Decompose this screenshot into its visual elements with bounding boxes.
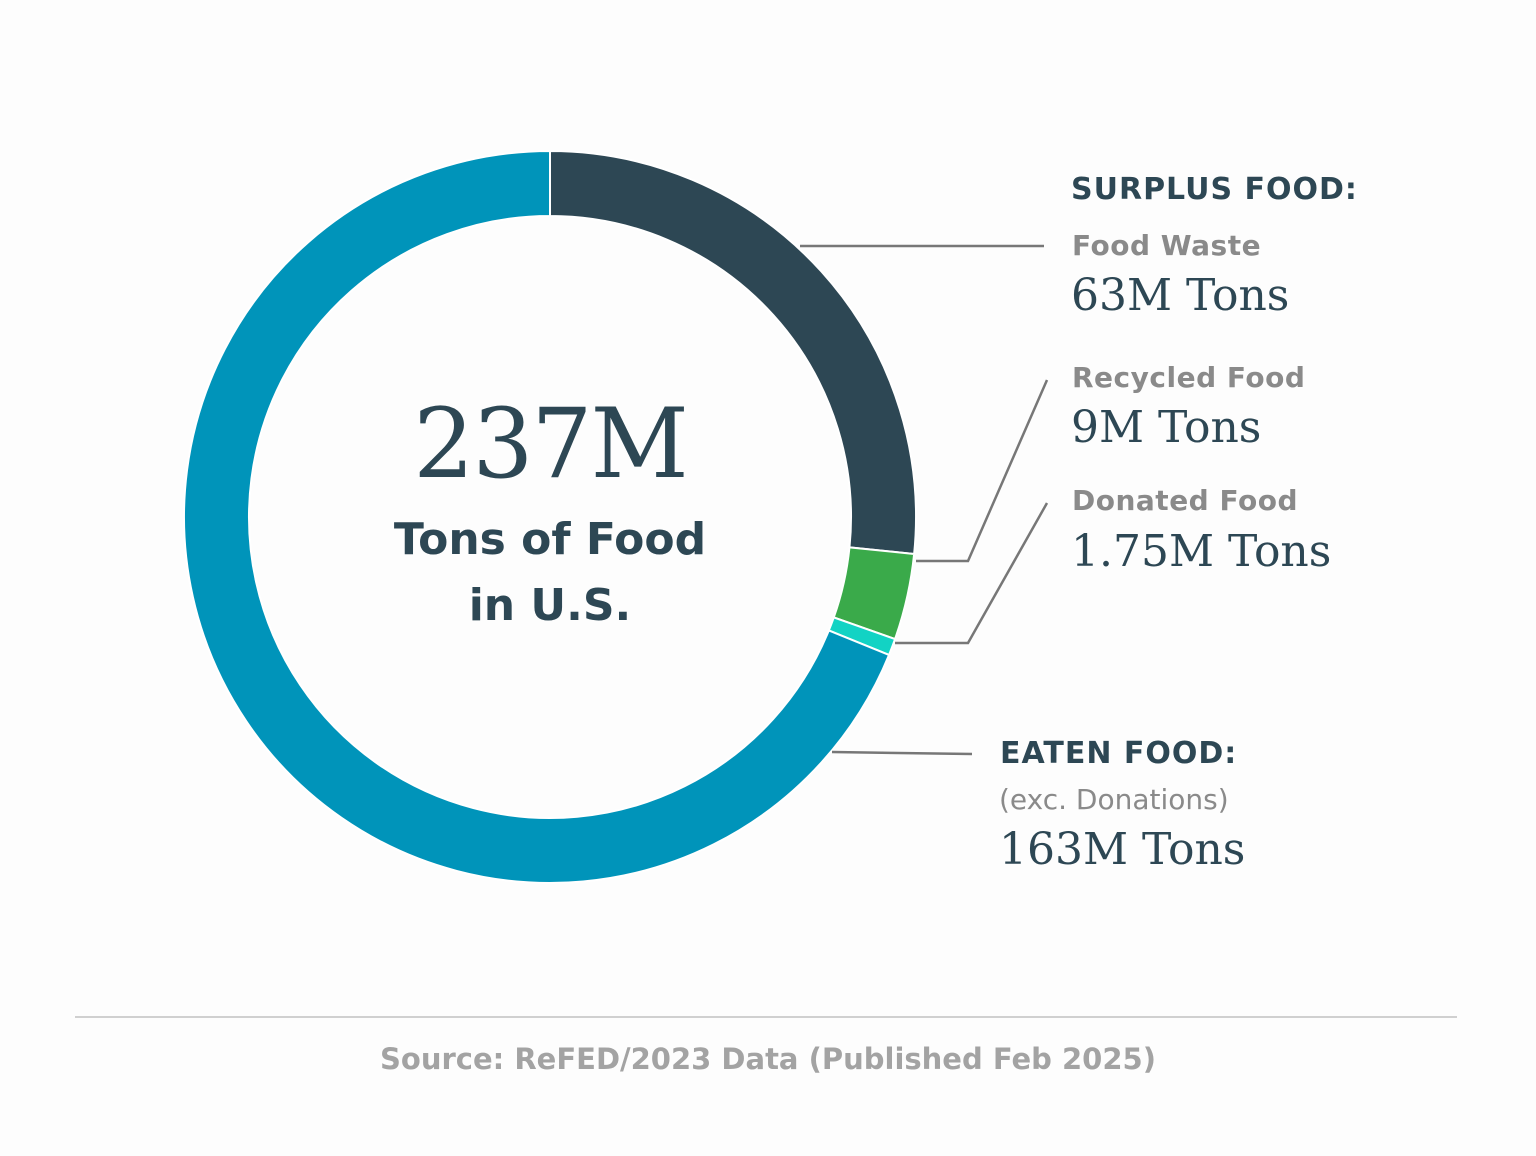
- donut-slice-eaten-food: [183, 149, 891, 884]
- donated-food-value: 1.75M Tons: [1071, 526, 1332, 577]
- recycled-food-label: Recycled Food: [1072, 361, 1306, 394]
- eaten-food-header: EATEN FOOD:: [1000, 736, 1238, 771]
- food-waste-value: 63M Tons: [1071, 270, 1290, 321]
- surplus-food-header: SURPLUS FOOD:: [1071, 172, 1358, 207]
- leader-line-recycled-food: [916, 379, 1049, 563]
- eaten-food-note: (exc. Donations): [999, 783, 1229, 816]
- leader-line-donated-food: [895, 502, 1049, 645]
- donated-food-label: Donated Food: [1072, 484, 1298, 517]
- center-total-value: 237M: [413, 388, 689, 500]
- leader-line-eaten-food: [831, 750, 973, 756]
- source-note: Source: ReFED/2023 Data (Published Feb 2…: [380, 1042, 1156, 1076]
- eaten-food-value: 163M Tons: [999, 824, 1246, 875]
- center-label-line1: Tons of Food: [393, 514, 707, 565]
- center-label-line2: in U.S.: [468, 580, 632, 631]
- recycled-food-value: 9M Tons: [1071, 402, 1262, 453]
- donut-slices: [183, 149, 917, 884]
- food-waste-label: Food Waste: [1072, 229, 1262, 262]
